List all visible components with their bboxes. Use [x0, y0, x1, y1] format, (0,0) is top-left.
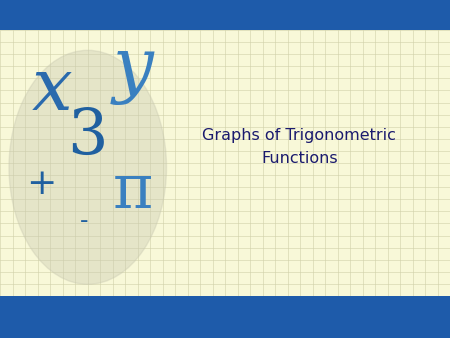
Text: π: π — [112, 161, 153, 221]
Text: -: - — [81, 210, 89, 233]
Text: y: y — [112, 34, 153, 104]
Bar — [0, 296, 450, 338]
Text: Graphs of Trigonometric
Functions: Graphs of Trigonometric Functions — [202, 128, 396, 166]
Bar — [0, 0, 450, 30]
Text: 3: 3 — [68, 106, 108, 167]
Ellipse shape — [9, 50, 166, 284]
Bar — [0, 30, 450, 296]
Text: x: x — [32, 54, 72, 125]
Text: +: + — [26, 167, 57, 201]
